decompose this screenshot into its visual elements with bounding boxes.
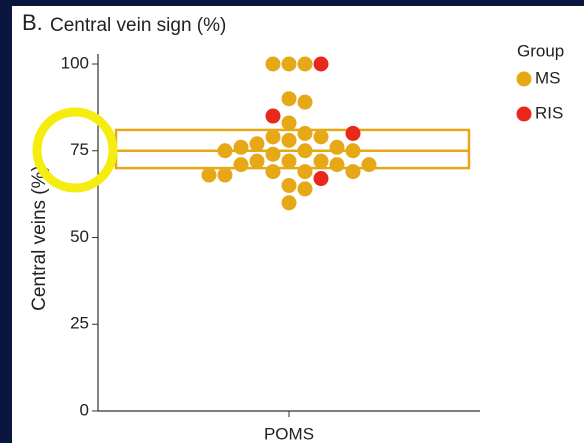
point — [345, 164, 361, 180]
point — [265, 164, 281, 180]
point — [297, 94, 313, 110]
point — [297, 56, 313, 72]
point — [217, 143, 233, 159]
point — [233, 139, 249, 155]
legend-label: MS — [535, 68, 561, 87]
point — [217, 167, 233, 183]
legend-marker — [516, 106, 532, 122]
point — [329, 139, 345, 155]
legend-title: Group — [517, 41, 564, 60]
highlight-circle — [32, 107, 118, 193]
point — [265, 129, 281, 145]
point — [345, 143, 361, 159]
legend-label: RIS — [535, 103, 563, 122]
point — [281, 91, 297, 107]
y-axis-label: Central veins (%) — [29, 165, 50, 311]
point — [313, 171, 329, 187]
panel — [12, 6, 584, 443]
point — [361, 157, 377, 173]
point — [233, 157, 249, 173]
panel-label: B. — [22, 10, 43, 35]
point — [281, 56, 297, 72]
point — [265, 56, 281, 72]
y-tick-label: 100 — [61, 53, 89, 72]
point — [329, 157, 345, 173]
y-tick-label: 25 — [70, 314, 89, 333]
point — [201, 167, 217, 183]
x-tick-label: POMS — [264, 424, 314, 443]
y-tick-label: 75 — [70, 140, 89, 159]
point — [281, 195, 297, 211]
point — [281, 177, 297, 193]
point — [297, 125, 313, 141]
point — [297, 181, 313, 197]
point — [313, 153, 329, 169]
point — [265, 146, 281, 162]
point — [265, 108, 281, 124]
chart-title: Central vein sign (%) — [50, 15, 226, 36]
y-tick-label: 0 — [80, 400, 89, 419]
point — [313, 129, 329, 145]
point — [281, 153, 297, 169]
point — [249, 136, 265, 152]
point — [297, 143, 313, 159]
point — [313, 56, 329, 72]
y-tick-label: 50 — [70, 227, 89, 246]
point — [281, 115, 297, 131]
point — [345, 125, 361, 141]
legend-marker — [516, 71, 532, 87]
point — [297, 164, 313, 180]
point — [281, 132, 297, 148]
point — [249, 153, 265, 169]
